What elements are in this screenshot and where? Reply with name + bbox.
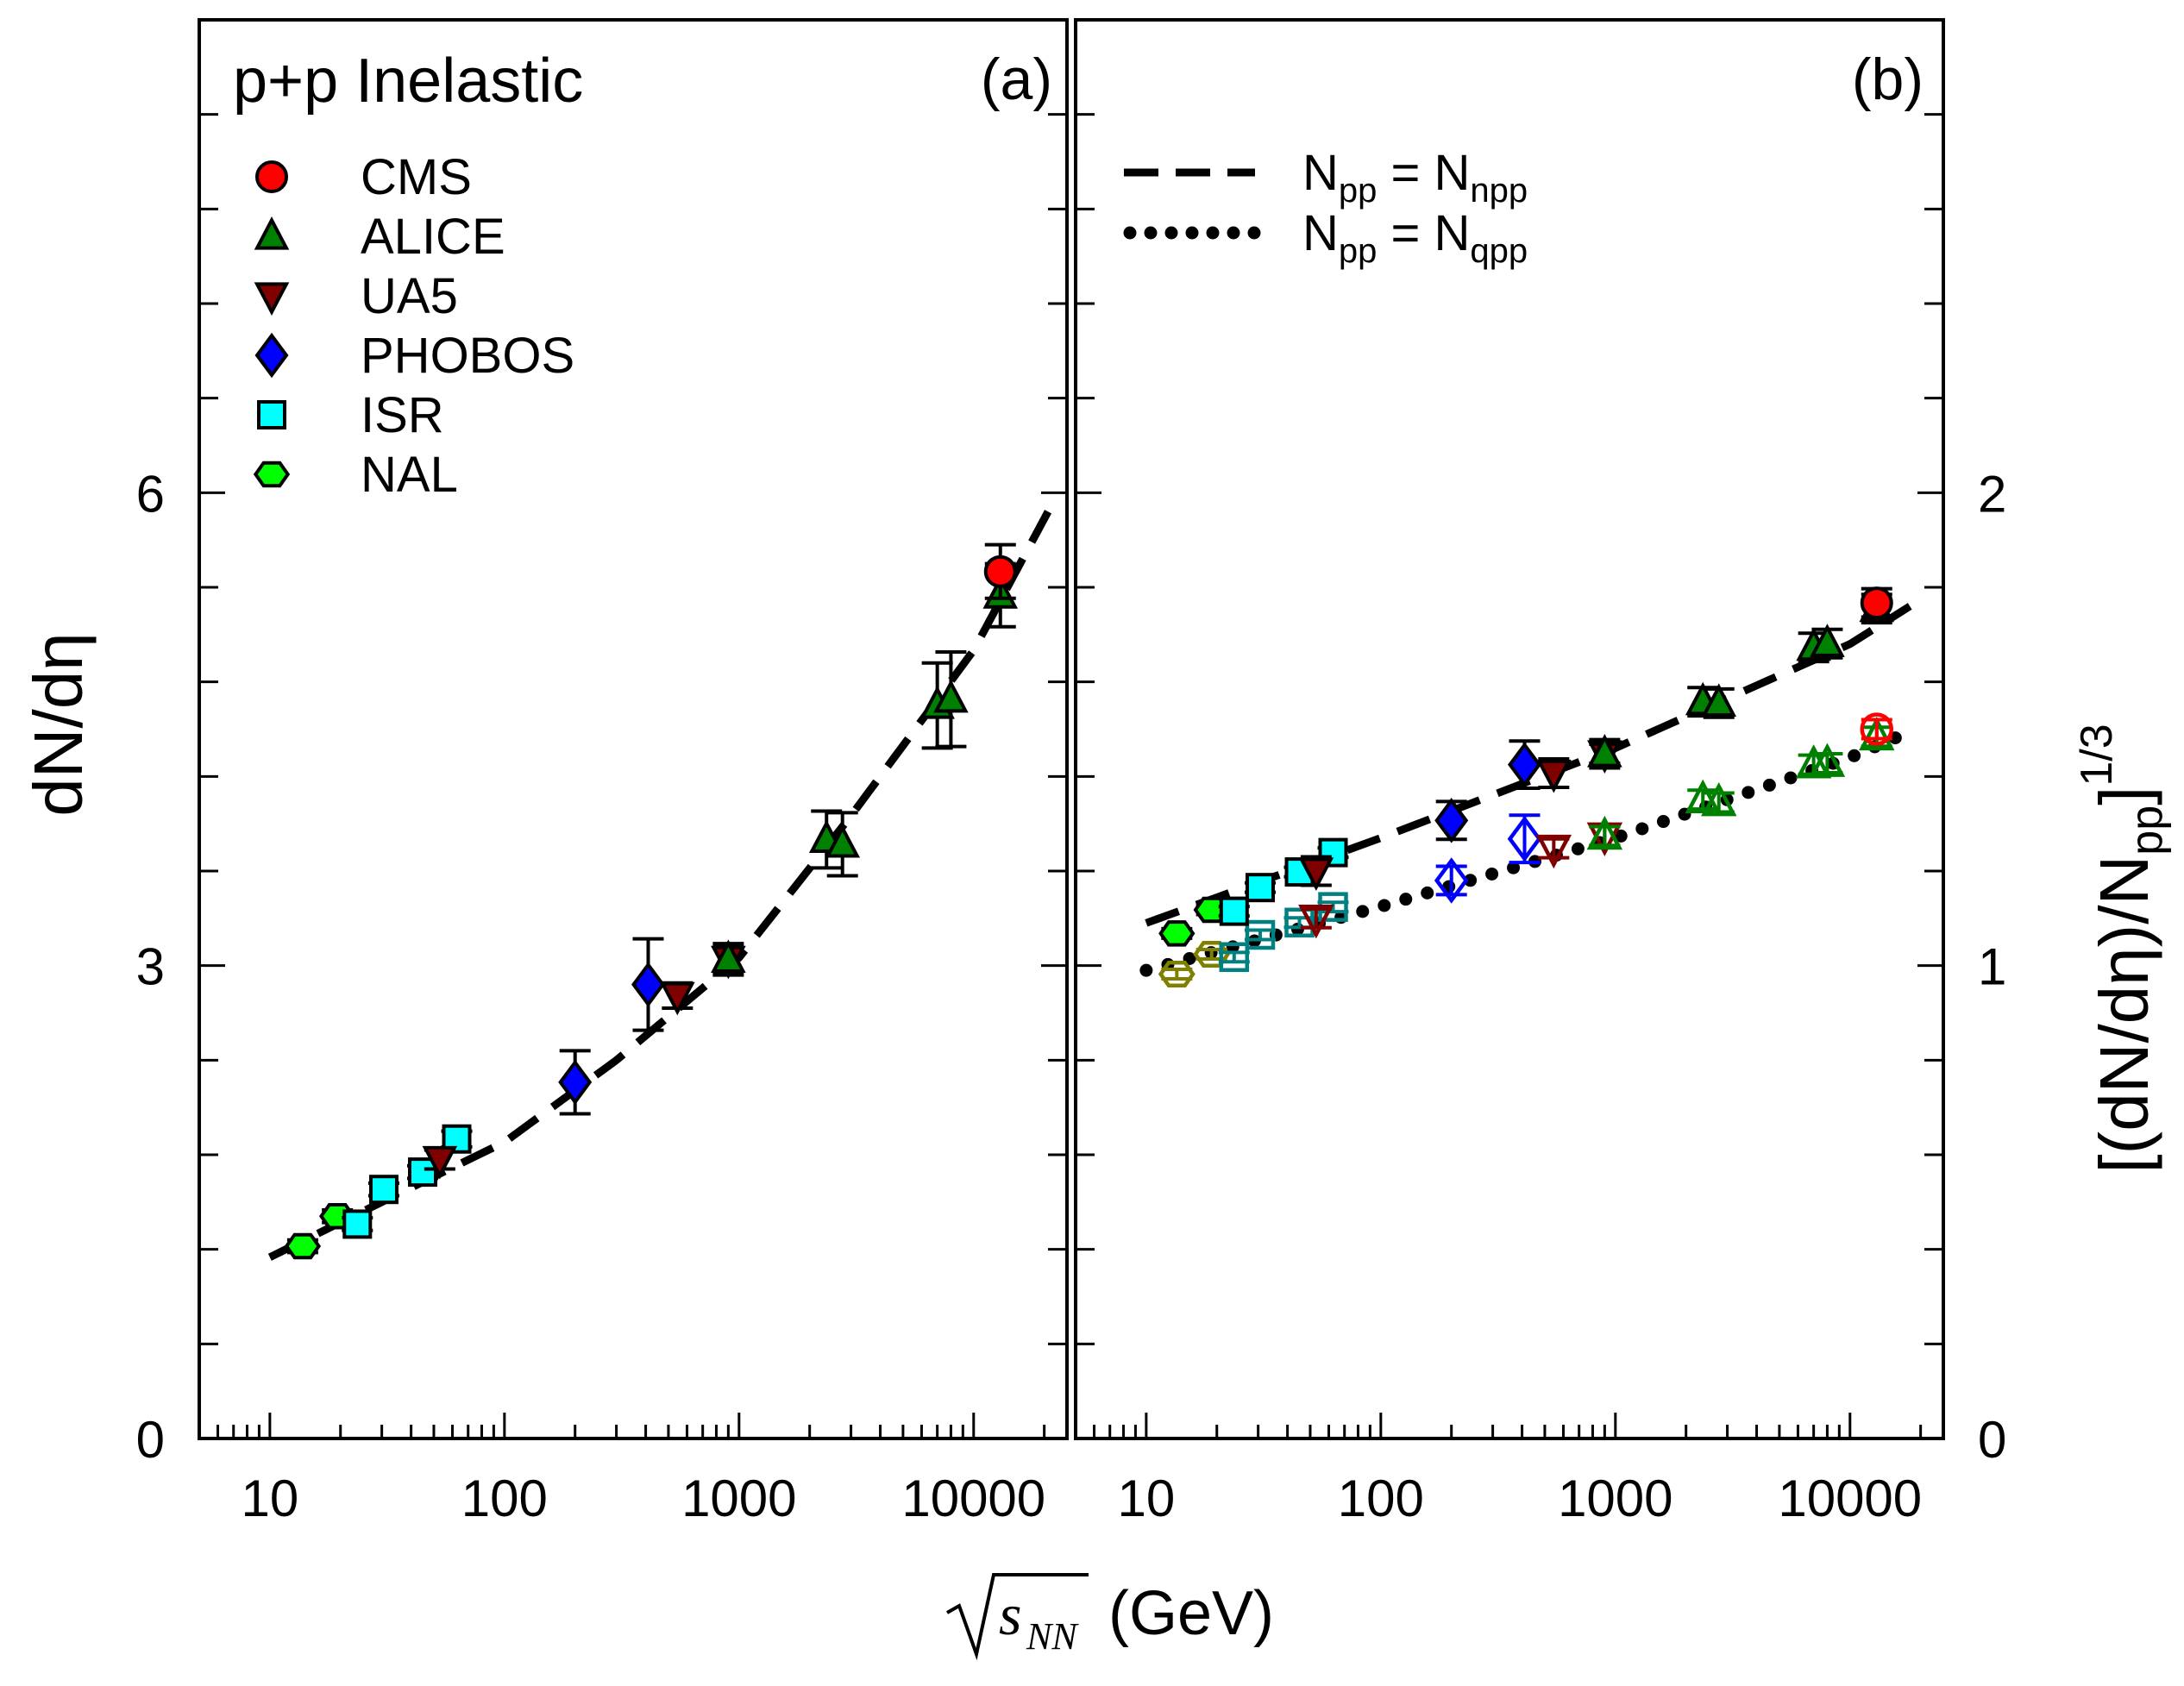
data-point-alice	[1587, 734, 1622, 768]
x-tick-label: 10	[241, 1470, 298, 1527]
legend-marker-nal	[253, 461, 291, 488]
ylabel-sup: 1/3	[2072, 724, 2122, 786]
ylabel-sub: pp	[2122, 805, 2172, 856]
y-tick-label: 2	[1978, 465, 2006, 523]
data-point-isr	[1245, 873, 1275, 903]
legend-label-part: N	[1302, 205, 1339, 261]
data-point-cms	[983, 555, 1017, 588]
y-tick-label: 0	[136, 1411, 165, 1469]
legend-label-part: pp	[1339, 172, 1378, 210]
legend-marker-ua5	[254, 282, 290, 316]
legend-marker-isr	[257, 400, 286, 429]
y-tick-label: 1	[1978, 938, 2006, 996]
data-point-alice	[1809, 743, 1846, 777]
data-point-ua5	[660, 981, 695, 1016]
data-point-alice	[1685, 779, 1721, 814]
x-tick-label: 10	[1117, 1470, 1175, 1527]
data-point-phobos	[1434, 798, 1469, 843]
data-point-alice	[1859, 716, 1895, 751]
data-point-phobos	[1434, 857, 1469, 904]
ylabel-close: ]	[2086, 787, 2162, 805]
legend-label: ALICE	[361, 209, 505, 265]
data-point-cms	[1860, 712, 1894, 746]
data-point-ua5	[1298, 857, 1334, 891]
legend-marker-alice	[254, 216, 290, 250]
legend-label-part: pp	[1339, 232, 1378, 270]
dashed-curve	[267, 498, 1057, 1261]
data-point-isr	[342, 1209, 373, 1239]
data-point-isr	[368, 1175, 399, 1205]
x-tick-label: 10000	[1778, 1470, 1922, 1527]
plot-frame	[198, 18, 1069, 1440]
data-point-ua5	[1298, 904, 1334, 939]
legend-marker-cms	[255, 160, 288, 193]
data-point-isr	[407, 1157, 437, 1188]
y-axis-label-left: dN/dη	[20, 632, 97, 816]
panel-a: 10 100 1000 10000 0 3 6	[136, 18, 1069, 1527]
data-point-alice	[1810, 624, 1845, 657]
legend-label-part: = N	[1377, 205, 1470, 261]
y-tick-label: 3	[136, 938, 165, 996]
legend-marker-phobos	[254, 332, 289, 379]
legend-label: Npp = Nqpp	[1302, 205, 1528, 270]
panel-a-title: p+p Inelastic	[233, 47, 583, 116]
data-point-alice	[825, 824, 861, 858]
data-point-alice	[711, 939, 746, 973]
sqrt-sign	[946, 1573, 1089, 1661]
data-point-phobos	[1507, 815, 1542, 862]
data-point-nal	[1158, 920, 1196, 947]
data-point-isr	[1245, 919, 1276, 950]
legend-label-part: npp	[1470, 172, 1528, 210]
x-axis-label: s NN (GeV)	[946, 1573, 1274, 1661]
data-point-nal	[1193, 941, 1231, 968]
y-axis-label-right: [(dN/dη)/Npp]1/3	[2072, 724, 2172, 1173]
data-point-ua5	[1535, 834, 1572, 869]
data-point-phobos	[558, 1059, 593, 1106]
x-tick-label: 100	[461, 1470, 548, 1527]
legend-label: Npp = Nnpp	[1302, 145, 1528, 210]
panel-a-label: (a)	[981, 47, 1052, 112]
x-tick-label: 10000	[901, 1470, 1045, 1527]
data-point-nal	[284, 1232, 322, 1260]
x-tick-label: 1000	[681, 1470, 796, 1527]
data-point-alice	[933, 679, 969, 713]
legend-label: CMS	[361, 149, 472, 205]
data-point-nal	[1158, 961, 1196, 988]
data-point-isr	[1219, 942, 1250, 973]
x-tick-label: 1000	[1558, 1470, 1673, 1527]
data-point-phobos	[1508, 742, 1541, 787]
y-tick-label: 6	[136, 465, 165, 523]
data-point-ua5	[1586, 822, 1623, 856]
data-point-alice	[1701, 683, 1737, 717]
data-point-isr	[1284, 907, 1315, 938]
x-tick-label: 100	[1338, 1470, 1424, 1527]
data-point-ua5	[1536, 759, 1572, 793]
panel-b: 10 100 1000 10000 0 1 2	[1074, 18, 2006, 1527]
x-label-symbol: s	[999, 1582, 1021, 1647]
data-point-alice	[1700, 781, 1737, 817]
x-label-unit: (GeV)	[1108, 1579, 1274, 1648]
y-tick-label: 0	[1978, 1411, 2006, 1469]
ylabel-main: [(dN/dη)/N	[2086, 856, 2162, 1174]
legend-label: NAL	[361, 447, 458, 503]
data-point-phobos	[631, 962, 665, 1007]
legend-label-part: qpp	[1470, 232, 1528, 270]
legend-label: PHOBOS	[361, 328, 574, 384]
data-point-alice	[1586, 815, 1623, 850]
x-label-subscript: NN	[1026, 1615, 1079, 1658]
legend-label: UA5	[361, 268, 458, 324]
legend-label-part: N	[1302, 145, 1339, 201]
panel-b-label: (b)	[1852, 47, 1924, 112]
plot-frame	[1074, 18, 1945, 1440]
data-point-ua5	[422, 1145, 458, 1180]
data-point-cms	[1860, 586, 1893, 620]
data-point-isr	[1219, 896, 1249, 926]
legend-label-part: = N	[1377, 145, 1470, 201]
legend-label: ISR	[361, 387, 444, 443]
